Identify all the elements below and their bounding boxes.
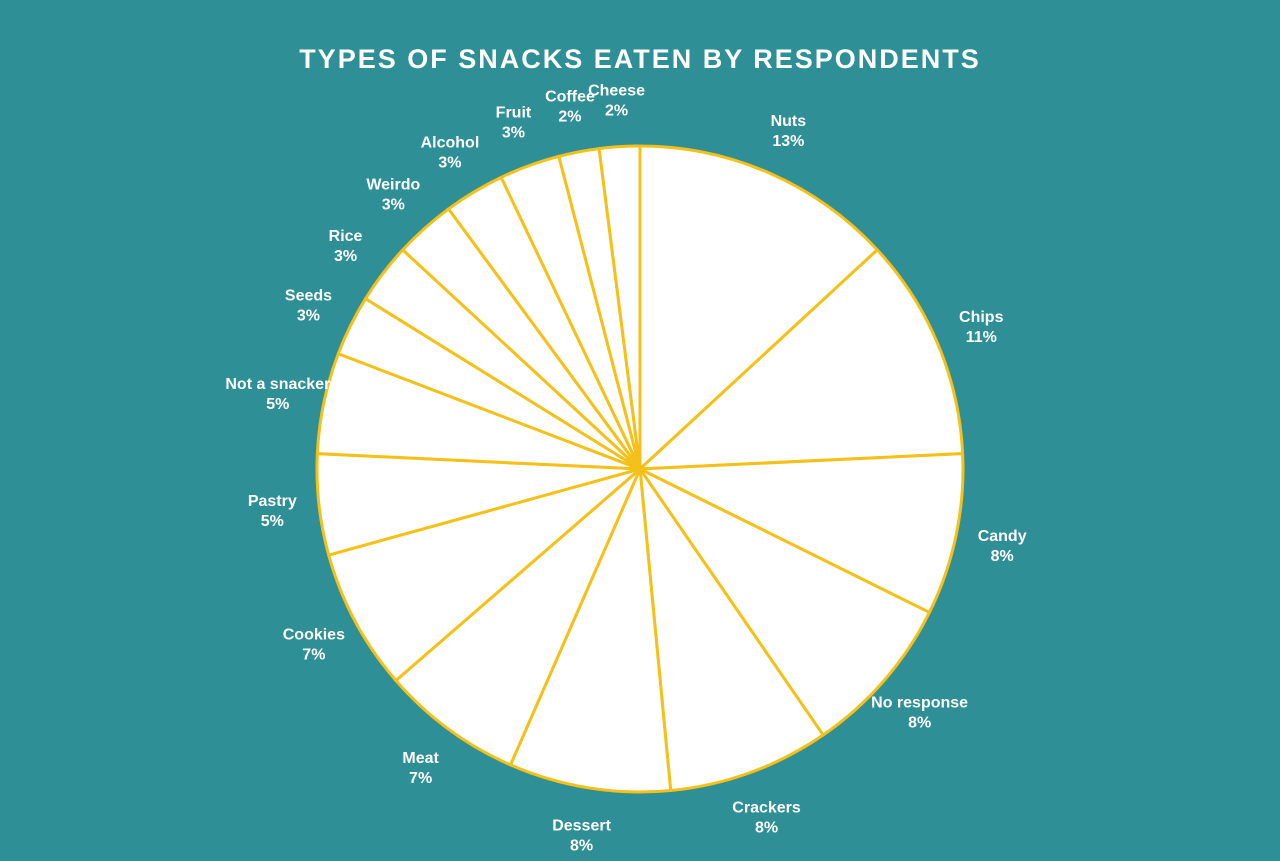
chart-title: TYPES OF SNACKS EATEN BY RESPONDENTS (299, 44, 981, 74)
slice-label-percent: 8% (755, 820, 778, 837)
slice-label-13: Alcohol 3% (421, 135, 480, 172)
slice-label-16: Cheese 2% (588, 83, 645, 120)
slice-label-name: Rice (329, 228, 363, 245)
slice-label-12: Weirdo 3% (366, 176, 420, 213)
slice-label-percent: 2% (558, 109, 581, 126)
slice-label-percent: 3% (297, 308, 320, 325)
slice-label-1: Chips 11% (959, 309, 1004, 346)
slice-label-3: No response 8% (871, 694, 968, 731)
slice-label-5: Dessert 8% (552, 817, 611, 854)
slice-label-percent: 7% (302, 647, 325, 664)
pie-slice-16 (597, 144, 642, 471)
slice-label-percent: 3% (334, 248, 357, 265)
slice-label-name: Fruit (496, 104, 532, 121)
slice-label-percent: 8% (570, 837, 593, 854)
slice-label-name: Dessert (552, 817, 611, 834)
slice-label-percent: 2% (605, 103, 628, 120)
slice-label-percent: 5% (261, 513, 284, 530)
slice-label-percent: 13% (772, 133, 804, 150)
slice-label-name: Meat (402, 750, 439, 767)
slice-label-percent: 5% (266, 396, 289, 413)
slice-label-14: Fruit 3% (496, 104, 532, 141)
slice-label-2: Candy 8% (978, 528, 1027, 565)
slice-label-name: Seeds (285, 288, 332, 305)
slice-label-name: Crackers (732, 800, 801, 817)
slice-label-name: Chips (959, 309, 1004, 326)
slice-label-name: Nuts (771, 113, 807, 130)
slice-label-8: Pastry 5% (248, 493, 297, 530)
slice-label-4: Crackers 8% (732, 800, 801, 837)
pie-slice-2 (638, 452, 965, 614)
slice-label-name: Weirdo (366, 176, 420, 193)
slice-label-percent: 3% (438, 155, 461, 172)
slice-label-0: Nuts 13% (771, 113, 807, 150)
slice-label-6: Meat 7% (402, 750, 439, 787)
pie-slice-5 (508, 467, 673, 794)
pie-slice-4 (638, 467, 825, 793)
slice-label-name: Candy (978, 528, 1027, 545)
pie-slice-1 (638, 248, 965, 471)
slice-label-name: Coffee (545, 89, 595, 106)
slice-label-name: Pastry (248, 493, 297, 510)
slice-label-7: Cookies 7% (283, 627, 345, 664)
slice-label-name: Not a snacker (225, 376, 330, 393)
slice-label-9: Not a snacker 5% (225, 376, 330, 413)
slice-label-percent: 7% (409, 770, 432, 787)
pie-slice-7 (327, 467, 642, 683)
slice-label-name: No response (871, 694, 968, 711)
slice-label-name: Cheese (588, 83, 645, 100)
slice-label-15: Coffee 2% (545, 89, 595, 126)
slice-label-percent: 11% (966, 329, 997, 346)
slice-label-percent: 8% (991, 548, 1014, 565)
slice-label-10: Seeds 3% (285, 288, 332, 325)
pie-slice-0 (638, 144, 879, 471)
slice-label-11: Rice 3% (329, 228, 363, 265)
slice-label-percent: 3% (502, 124, 525, 141)
slice-label-percent: 3% (382, 196, 405, 213)
slice-label-name: Cookies (283, 627, 345, 644)
slice-label-percent: 8% (908, 714, 931, 731)
slice-label-name: Alcohol (421, 135, 480, 152)
pie-slice-6 (394, 467, 642, 767)
pie-slice-3 (638, 467, 931, 737)
